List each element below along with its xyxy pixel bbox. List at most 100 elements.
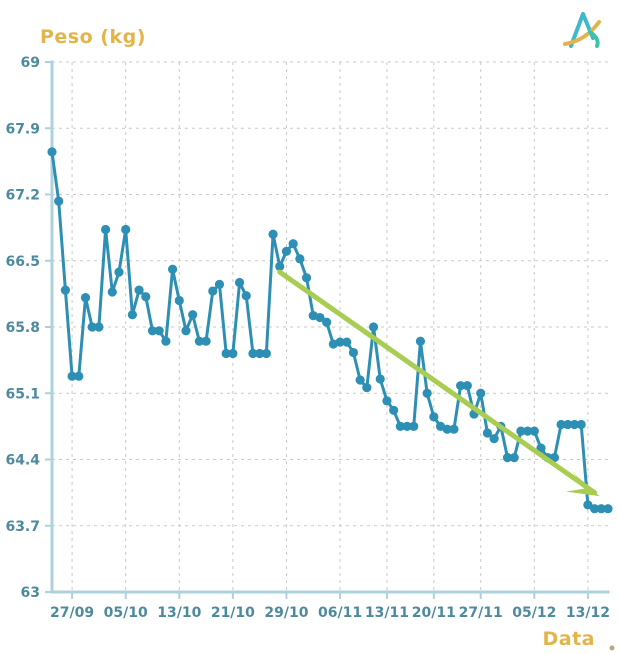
x-tick-label: 21/10 — [211, 605, 255, 621]
trend-arrow-annotation — [277, 269, 600, 497]
true — [415, 336, 426, 346]
true — [590, 504, 600, 514]
true — [100, 224, 111, 235]
true — [60, 285, 70, 295]
true — [342, 337, 352, 347]
true — [154, 326, 164, 336]
y-axis-tick-labels: 69 67.9 67.2 66.5 65.8 65.1 64.4 63.7 63 — [5, 55, 40, 601]
true — [208, 286, 218, 296]
true — [368, 322, 379, 332]
true — [214, 279, 225, 290]
true — [134, 285, 144, 295]
true — [295, 254, 305, 264]
x-axis-tick-labels: 27/09 05/10 13/10 21/10 29/10 06/11 13/11 20/11… — [50, 605, 610, 621]
y-tick-label: 65.8 — [5, 320, 40, 336]
y-tick-label: 65.1 — [5, 386, 40, 402]
true — [603, 504, 613, 514]
true — [362, 382, 372, 393]
true — [569, 419, 580, 430]
true — [194, 336, 204, 346]
true — [382, 396, 392, 406]
true — [456, 381, 466, 391]
series-polyline — [50, 150, 610, 511]
true — [161, 336, 171, 346]
true — [174, 295, 184, 306]
true — [476, 388, 486, 398]
true — [556, 419, 566, 430]
true — [395, 421, 405, 431]
true — [261, 348, 271, 359]
x-tick-label: 27/09 — [50, 605, 94, 621]
true — [442, 424, 452, 434]
true — [429, 412, 439, 422]
true — [523, 426, 533, 436]
brand-logo-icon[interactable] — [563, 12, 601, 48]
true — [228, 348, 238, 359]
true — [94, 322, 104, 332]
true — [389, 405, 399, 415]
true — [47, 147, 57, 157]
true — [275, 261, 285, 272]
x-tick-label: 13/12 — [566, 605, 610, 621]
true — [315, 312, 325, 323]
true — [301, 273, 312, 283]
true — [241, 291, 251, 301]
true — [114, 267, 124, 277]
true — [335, 337, 345, 347]
true — [74, 371, 84, 381]
y-tick-label: 67.2 — [5, 188, 40, 204]
true — [107, 287, 117, 297]
true — [255, 348, 265, 359]
true — [67, 371, 77, 381]
x-tick-label: 29/10 — [264, 605, 308, 621]
true — [87, 322, 97, 332]
trend-arrow-head — [565, 469, 600, 497]
x-tick-label: 20/11 — [412, 605, 456, 621]
y-tick-label: 63 — [21, 585, 40, 601]
x-tick-label: 13/10 — [157, 605, 201, 621]
y-axis-title: Peso (kg) — [40, 26, 146, 48]
true — [422, 388, 432, 398]
true — [201, 336, 211, 346]
true — [268, 229, 278, 239]
true — [529, 426, 539, 436]
x-tick-label: 06/11 — [318, 605, 362, 621]
downward-trend-arrow — [277, 269, 598, 496]
true — [402, 421, 412, 431]
true — [576, 419, 586, 430]
true — [281, 246, 292, 256]
x-tick-label: 27/11 — [459, 605, 503, 621]
true — [188, 310, 198, 320]
true — [288, 239, 298, 249]
true — [355, 375, 365, 385]
x-axis-title: Data — [543, 628, 596, 650]
true — [121, 224, 131, 235]
true — [322, 317, 332, 327]
true — [596, 504, 606, 514]
true — [141, 292, 151, 302]
y-tick-label: 69 — [21, 55, 40, 71]
y-tick-label: 67.9 — [5, 121, 40, 137]
y-tick-label: 66.5 — [5, 254, 40, 270]
true — [375, 374, 385, 384]
true — [449, 424, 459, 434]
true — [221, 348, 231, 359]
true — [80, 293, 91, 303]
true — [583, 500, 593, 510]
true — [409, 421, 419, 431]
data-series-peso[interactable] — [47, 147, 613, 514]
x-tick-label: 05/10 — [104, 605, 148, 621]
true — [248, 348, 258, 359]
true — [167, 264, 178, 274]
true — [563, 419, 573, 430]
y-tick-label: 64.4 — [5, 453, 40, 469]
true — [462, 381, 472, 391]
true — [348, 347, 359, 358]
y-tick-label: 63.7 — [5, 519, 40, 535]
true — [509, 453, 519, 463]
true — [147, 326, 158, 336]
true — [181, 326, 191, 336]
true — [516, 426, 526, 436]
